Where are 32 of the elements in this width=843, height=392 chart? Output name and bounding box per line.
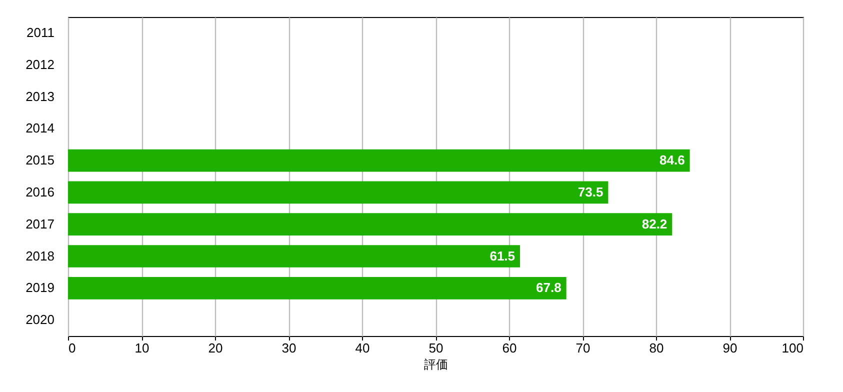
x-tick-label: 70 <box>576 340 590 356</box>
x-tick-label: 50 <box>428 340 444 356</box>
y-tick-label: 2011 <box>26 24 54 40</box>
x-tick-label: 40 <box>355 340 370 356</box>
data-label: 67.8 <box>536 280 562 296</box>
x-tick-label: 90 <box>722 340 738 356</box>
bar <box>68 245 520 268</box>
y-tick-label: 2015 <box>26 152 54 168</box>
y-tick-label: 2019 <box>26 280 54 296</box>
x-tick-label: 20 <box>208 340 223 356</box>
y-tick-label: 2013 <box>26 88 54 104</box>
data-label: 73.5 <box>578 184 604 200</box>
bar <box>68 213 672 236</box>
x-tick-label: 0 <box>68 340 76 356</box>
data-label: 84.6 <box>659 152 685 168</box>
y-tick-label: 2020 <box>26 312 54 328</box>
x-tick-label: 30 <box>282 340 296 356</box>
y-tick-label: 2014 <box>26 120 54 136</box>
bar <box>68 181 608 204</box>
data-label: 61.5 <box>490 248 516 264</box>
y-tick-label: 2018 <box>26 248 54 264</box>
x-axis-title: 評価 <box>424 358 448 372</box>
bar <box>68 149 690 172</box>
bar <box>68 276 566 300</box>
y-tick-label: 2016 <box>26 184 54 200</box>
y-tick-label: 2012 <box>26 56 54 72</box>
x-tick-label: 60 <box>502 340 517 356</box>
x-tick-label: 10 <box>134 340 150 356</box>
data-label: 82.2 <box>642 216 668 232</box>
x-tick-label: 80 <box>649 340 664 356</box>
x-tick-label: 100 <box>782 340 804 356</box>
y-tick-label: 2017 <box>26 216 54 232</box>
